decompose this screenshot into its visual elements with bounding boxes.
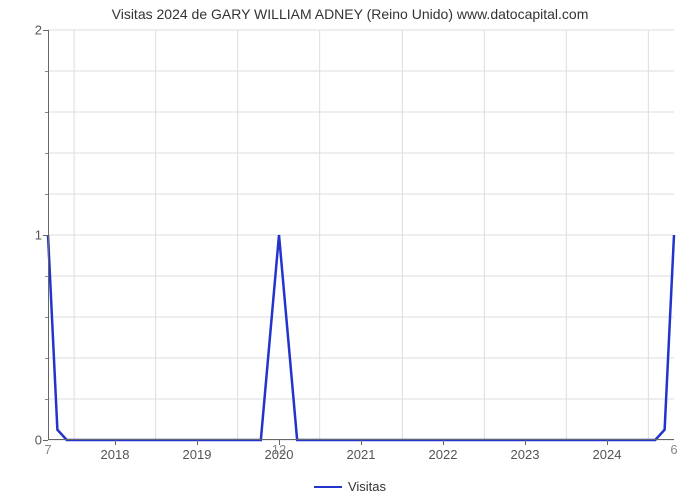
y-minor-tick-mark <box>45 358 48 359</box>
axis-annotation: 7 <box>44 442 51 457</box>
y-tick-mark <box>43 30 48 31</box>
x-tick-mark <box>443 440 444 445</box>
axis-annotation: 6 <box>670 442 677 457</box>
x-tick-label: 2023 <box>511 447 540 462</box>
y-minor-tick-mark <box>45 194 48 195</box>
legend-label: Visitas <box>348 479 386 494</box>
x-tick-mark <box>197 440 198 445</box>
x-tick-label: 2019 <box>183 447 212 462</box>
y-tick-label: 0 <box>20 433 42 448</box>
chart-plot-area: 012 2018201920202021202220232024 7126 <box>48 30 674 440</box>
x-tick-label: 2018 <box>101 447 130 462</box>
x-tick-mark <box>115 440 116 445</box>
x-tick-mark <box>607 440 608 445</box>
x-tick-label: 2021 <box>347 447 376 462</box>
legend-line <box>314 486 342 488</box>
y-tick-label: 1 <box>20 228 42 243</box>
y-minor-tick-mark <box>45 399 48 400</box>
x-tick-mark <box>525 440 526 445</box>
x-tick-label: 2022 <box>429 447 458 462</box>
y-minor-tick-mark <box>45 317 48 318</box>
x-tick-label: 2024 <box>593 447 622 462</box>
y-tick-mark <box>43 235 48 236</box>
axis-annotation: 12 <box>272 442 286 457</box>
plot-border <box>48 30 674 440</box>
y-minor-tick-mark <box>45 276 48 277</box>
y-minor-tick-mark <box>45 153 48 154</box>
y-minor-tick-mark <box>45 71 48 72</box>
y-tick-mark <box>43 440 48 441</box>
x-tick-mark <box>361 440 362 445</box>
y-tick-label: 2 <box>20 23 42 38</box>
chart-title: Visitas 2024 de GARY WILLIAM ADNEY (Rein… <box>0 6 700 22</box>
legend: Visitas <box>0 479 700 494</box>
y-minor-tick-mark <box>45 112 48 113</box>
